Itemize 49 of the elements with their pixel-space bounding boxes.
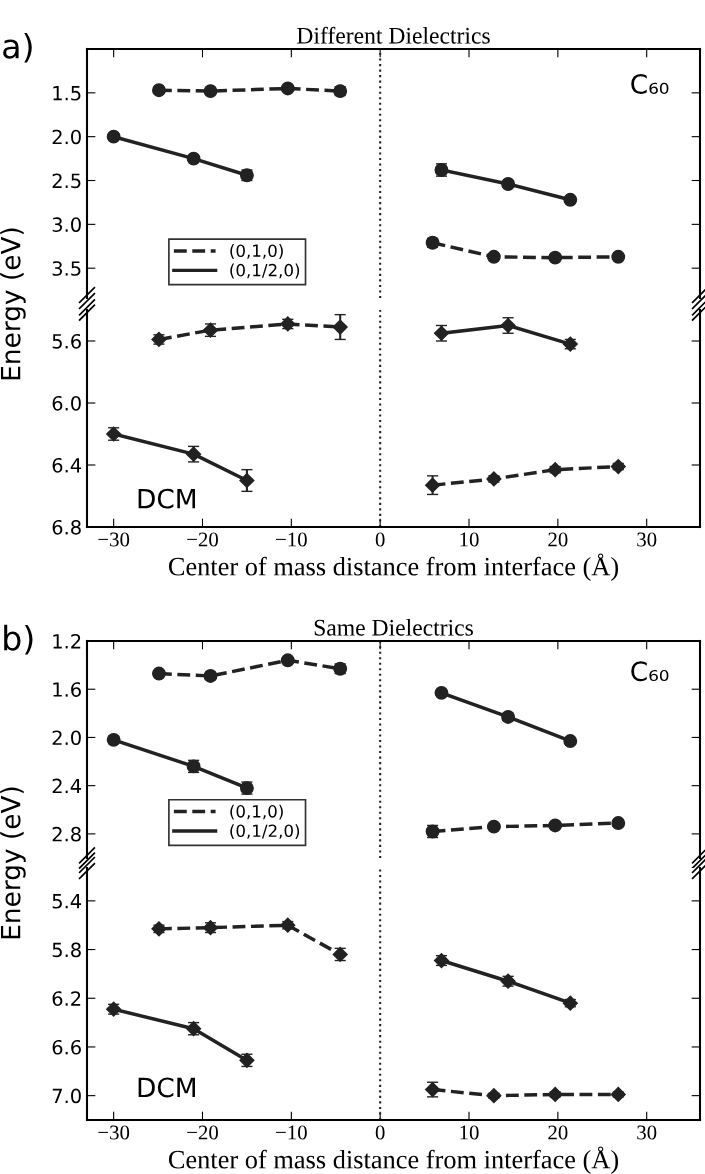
- y-tick-label: 5.6: [52, 333, 81, 349]
- y-tick-label: 5.4: [52, 894, 82, 909]
- x-axis-title: Center of mass distance from interface (Å): [168, 553, 619, 581]
- y-tick-label: 1.6: [53, 682, 81, 697]
- x-tick-label: −10: [276, 532, 307, 547]
- y-tick-label: 6.0: [52, 395, 81, 411]
- legend-label: (0,1,0): [230, 244, 283, 259]
- x-tick-label: 0: [375, 1125, 385, 1140]
- annotation: C₆₀: [631, 74, 669, 95]
- x-tick-label: 20: [548, 1125, 568, 1140]
- y-tick-label: 6.2: [52, 991, 81, 1006]
- chart-title: Same Dielectrics: [314, 619, 473, 636]
- x-tick-label: −20: [187, 1125, 218, 1140]
- annotation: DCM: [138, 488, 195, 509]
- y-tick-label: 2.0: [52, 129, 81, 145]
- y-tick-label: 6.4: [52, 457, 82, 473]
- legend-label: (0,1/2,0): [230, 263, 300, 279]
- x-tick-label: 0: [375, 532, 385, 547]
- x-tick-label: −30: [98, 532, 130, 547]
- legend-label: (0,1/2,0): [230, 824, 300, 840]
- y-tick-label: 2.4: [52, 778, 82, 794]
- annotation: C₆₀: [631, 661, 669, 682]
- y-tick-label: 3.5: [52, 261, 81, 276]
- x-tick-label: 20: [548, 532, 568, 547]
- x-tick-label: −20: [187, 532, 218, 547]
- chart-title: Different Dielectrics: [297, 26, 490, 44]
- y-axis-title: Energy (eV): [0, 787, 26, 939]
- x-tick-label: −30: [98, 1125, 130, 1140]
- y-tick-label: 2.8: [52, 826, 81, 842]
- y-tick-label: 5.8: [52, 942, 81, 958]
- y-tick-label: 3.0: [52, 217, 81, 233]
- text: b): [4, 624, 33, 655]
- x-tick-label: 10: [460, 532, 479, 547]
- y-tick-label: 1.5: [53, 86, 81, 101]
- x-tick-label: 30: [637, 1125, 657, 1140]
- text: a): [3, 32, 32, 63]
- x-tick-label: −10: [276, 1125, 307, 1140]
- x-tick-label: 10: [460, 1125, 479, 1140]
- y-tick-label: 6.8: [52, 519, 81, 535]
- y-tick-label: 7.0: [52, 1088, 81, 1104]
- x-axis-title: Center of mass distance from interface (Å): [168, 1146, 619, 1174]
- annotation: DCM: [138, 1077, 195, 1098]
- x-tick-label: 30: [637, 532, 657, 547]
- y-tick-label: 2.0: [52, 730, 81, 746]
- legend-label: (0,1,0): [230, 804, 283, 820]
- y-tick-label: 6.6: [52, 1039, 81, 1055]
- y-axis-title: Energy (eV): [0, 228, 26, 380]
- y-tick-label: 2.5: [52, 173, 81, 189]
- y-tick-label: 1.2: [53, 633, 81, 649]
